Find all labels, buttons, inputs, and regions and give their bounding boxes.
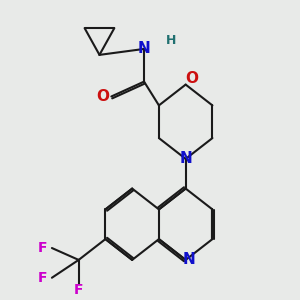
Text: N: N: [138, 41, 150, 56]
Text: F: F: [38, 271, 48, 285]
Text: O: O: [185, 71, 198, 86]
Text: F: F: [74, 283, 83, 297]
Text: F: F: [38, 241, 48, 255]
Text: H: H: [166, 34, 176, 46]
Text: N: N: [179, 152, 192, 166]
Text: N: N: [182, 252, 195, 267]
Text: O: O: [96, 89, 109, 104]
